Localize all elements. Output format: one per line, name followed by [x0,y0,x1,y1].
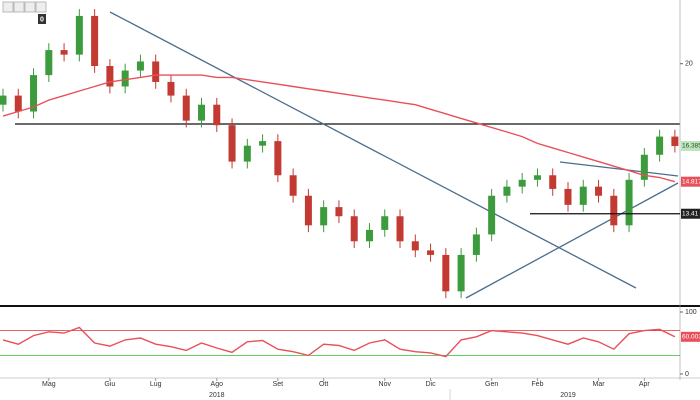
candle-body [152,61,160,82]
badge-text: 0 [40,16,44,23]
tool-button[interactable] [13,1,25,13]
candle-body [182,95,190,121]
candle-body [488,195,496,235]
candle-body [610,195,618,226]
year-label: 2019 [560,392,576,399]
candle-body [472,234,480,255]
candle-body [259,141,267,146]
candle-body [106,66,114,87]
toolbar: 0 [2,1,47,24]
tool-button[interactable] [2,1,14,13]
candle-body [533,175,541,180]
candle-body [381,216,389,230]
candle-body [579,186,587,205]
candle-body [198,104,206,121]
x-tick-label: Ott [319,381,328,388]
candle-body [136,61,144,71]
x-tick-label: Mag [42,381,56,388]
x-tick-label: Lug [150,381,162,388]
candle-body [75,15,83,55]
candle-body [365,229,373,242]
candle-body [350,216,358,242]
x-tick-label: Dic [425,381,436,388]
x-tick-label: Feb [531,381,543,388]
support-tag-box [681,208,700,219]
candle-body [213,104,221,126]
candle-body [396,216,404,242]
candle-body [320,207,328,226]
candle-body [14,95,22,112]
candle-body [60,50,68,55]
candle-body [45,50,53,76]
year-label: 2018 [209,392,225,399]
candle-body [442,254,450,292]
tool-button[interactable] [35,1,47,13]
candle-body [411,241,419,251]
candle-body [289,175,297,196]
candle-body [518,179,526,187]
close-tag: 16.385 [682,143,700,150]
rsi-tag-box [681,331,700,342]
x-tick-label: Nov [379,381,392,388]
tool-button[interactable] [24,1,36,13]
rsi-tick-label: 100 [685,309,697,316]
x-tick-label: Mar [592,381,605,388]
moving-average [2,74,676,183]
x-tick-label: Apr [639,381,651,388]
x-tick-label: Ago [211,381,224,388]
ma-tag: 14.8179 [682,178,700,185]
candle-body [564,188,572,205]
close-tag-box [681,141,700,152]
x-tick-label: Gen [485,381,498,388]
candle-body [121,70,129,87]
x-tick-label: Giu [104,381,115,388]
candle-body [0,95,7,105]
rsi-line [2,326,676,358]
candle-body [304,195,312,226]
candle-body [549,175,557,189]
candle-body [167,81,175,96]
y-tick-label: 20 [685,61,693,68]
candle-body [595,186,603,196]
candle-body [427,250,435,255]
candle-body [503,186,511,196]
candle-body [274,141,282,176]
trend-line [465,182,679,299]
ma-tag-box [681,176,700,187]
candle-body [91,15,99,67]
candle-body [640,154,648,180]
candle-body [671,136,679,147]
trend-line [109,11,637,289]
badge [38,14,46,24]
candle-body [457,254,465,292]
rsi-tag: 60.0031 [682,334,700,341]
candle-body [656,136,664,155]
candle-body [30,75,38,112]
rsi-tick-label: 0 [685,371,689,378]
trend-line [559,161,679,177]
candle-body [335,207,343,217]
candle-body [228,125,236,162]
candle-body [625,179,633,226]
candle-body [243,145,251,162]
x-tick-label: Set [273,381,284,388]
support-tag: 13.41 [682,210,699,217]
